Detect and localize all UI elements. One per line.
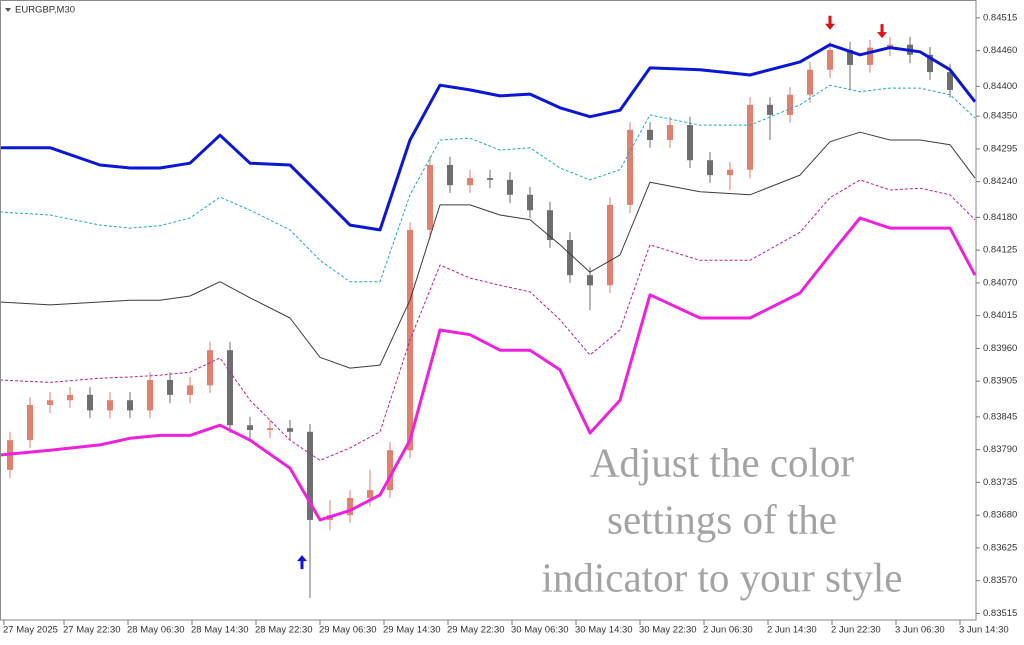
candle-body: [507, 179, 513, 195]
candle-body: [747, 104, 753, 170]
y-tick-label: 0.84070: [983, 277, 1017, 288]
candle-body: [667, 125, 673, 140]
x-tick-label: 29 May 14:30: [383, 625, 441, 636]
y-tick-label: 0.84015: [983, 310, 1017, 321]
candle-body: [367, 490, 373, 498]
candle-body: [927, 54, 933, 73]
annotation-line: settings of the: [607, 496, 837, 542]
y-tick-label: 0.84460: [983, 45, 1017, 56]
candle-body: [287, 428, 293, 432]
candle-body: [727, 169, 733, 176]
sell-arrow: [825, 15, 835, 30]
y-tick-label: 0.83905: [983, 376, 1017, 387]
candle-body: [847, 50, 853, 65]
candle-body: [867, 47, 873, 65]
y-tick-label: 0.83515: [983, 608, 1017, 619]
candle-body: [87, 394, 93, 411]
candle-body: [267, 428, 273, 431]
candle-body: [547, 210, 553, 241]
candle-body: [587, 275, 593, 286]
y-tick-label: 0.83845: [983, 411, 1017, 422]
candle-body: [947, 72, 953, 90]
x-tick-label: 30 May 06:30: [511, 625, 569, 636]
y-tick-label: 0.83960: [983, 343, 1017, 354]
candle-body: [767, 104, 773, 115]
x-tick-label: 28 May 14:30: [191, 625, 249, 636]
y-tick-label: 0.83735: [983, 477, 1017, 488]
candle-body: [707, 160, 713, 176]
candle-body: [47, 400, 53, 405]
candle-body: [447, 164, 453, 186]
x-tick-label: 3 Jun 14:30: [959, 625, 1009, 636]
buy-arrow: [297, 555, 307, 570]
y-tick-label: 0.84295: [983, 143, 1017, 154]
x-tick-label: 29 May 22:30: [447, 625, 505, 636]
x-tick-label: 28 May 06:30: [127, 625, 185, 636]
candle-body: [127, 400, 133, 411]
y-tick-label: 0.84180: [983, 212, 1017, 223]
x-tick-label: 30 May 22:30: [639, 625, 697, 636]
candle-body: [347, 497, 353, 516]
x-tick-label: 30 May 14:30: [575, 625, 633, 636]
candle-body: [27, 404, 33, 441]
candle-body: [647, 129, 653, 140]
y-tick-label: 0.84400: [983, 81, 1017, 92]
plot-area: [0, 15, 976, 598]
candle-body: [247, 425, 253, 431]
x-tick-label: 29 May 06:30: [319, 625, 377, 636]
x-tick-label: 28 May 22:30: [255, 625, 313, 636]
candle-body: [487, 178, 493, 180]
x-tick-label: 2 Jun 14:30: [767, 625, 817, 636]
candle-body: [687, 125, 693, 161]
y-tick-label: 0.83625: [983, 542, 1017, 553]
band-line: [0, 84, 976, 283]
candle-body: [227, 350, 233, 426]
y-tick-label: 0.83790: [983, 444, 1017, 455]
chart-title: EURGBP,M30: [15, 5, 75, 16]
candle-body: [67, 394, 73, 401]
annotation-line: indicator to your style: [542, 554, 903, 600]
candle-body: [187, 385, 193, 395]
y-tick-label: 0.84515: [983, 12, 1017, 23]
sell-arrow: [877, 24, 887, 39]
x-tick-label: 2 Jun 22:30: [831, 625, 881, 636]
plot-frame: [0, 0, 977, 621]
band-line: [0, 216, 976, 522]
candle-body: [527, 194, 533, 211]
candle-body: [387, 450, 393, 491]
x-tick-label: 27 May 2025: [3, 625, 58, 636]
candle-body: [167, 379, 173, 395]
y-tick-label: 0.84240: [983, 176, 1017, 187]
candle-body: [627, 129, 633, 205]
candle-body: [147, 379, 153, 411]
candle-body: [107, 400, 113, 411]
candle-body: [427, 164, 433, 230]
x-tick-label: 3 Jun 06:30: [895, 625, 945, 636]
candle-body: [787, 94, 793, 115]
candle-body: [807, 69, 813, 95]
x-tick-label: 27 May 22:30: [63, 625, 121, 636]
symbol-menu-icon[interactable]: [5, 8, 11, 12]
candle-body: [207, 350, 213, 386]
candle-body: [827, 50, 833, 70]
y-tick-label: 0.84350: [983, 111, 1017, 122]
annotation-line: Adjust the color: [590, 439, 855, 485]
band-line: [0, 131, 976, 369]
candle-body: [607, 204, 613, 286]
y-tick-label: 0.84125: [983, 245, 1017, 256]
candle-body: [567, 240, 573, 276]
y-tick-label: 0.83570: [983, 575, 1017, 586]
band-line: [0, 43, 976, 232]
candle-body: [307, 431, 313, 520]
y-tick-label: 0.83680: [983, 510, 1017, 521]
candle-body: [467, 178, 473, 186]
band-line: [0, 179, 976, 461]
x-tick-label: 2 Jun 06:30: [703, 625, 753, 636]
